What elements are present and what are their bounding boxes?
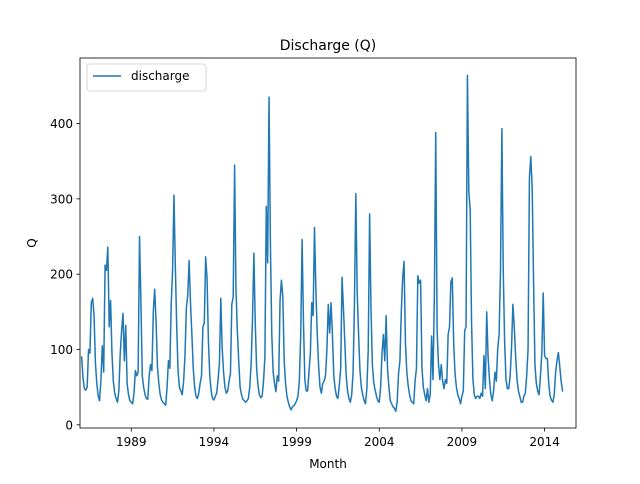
x-tick-label: 1994 bbox=[199, 435, 230, 449]
y-tick-label: 100 bbox=[50, 343, 73, 357]
chart-title: Discharge (Q) bbox=[280, 38, 377, 54]
x-axis: 1989 1994 1999 2004 2009 2014 bbox=[116, 428, 560, 449]
x-tick-label: 2004 bbox=[364, 435, 395, 449]
plot-area bbox=[80, 74, 564, 413]
axes-frame bbox=[79, 57, 577, 429]
y-tick-label: 400 bbox=[50, 117, 73, 131]
legend-entry-label: discharge bbox=[131, 69, 189, 83]
x-tick-label: 1999 bbox=[281, 435, 312, 449]
y-axis: 0 100 200 300 400 bbox=[50, 117, 80, 432]
legend: discharge bbox=[86, 63, 207, 92]
y-tick-label: 300 bbox=[50, 192, 73, 206]
legend-box bbox=[86, 63, 207, 92]
x-tick-label: 2009 bbox=[447, 435, 478, 449]
y-tick-label: 200 bbox=[50, 268, 73, 282]
discharge-series-line bbox=[80, 74, 564, 413]
x-tick-label: 1989 bbox=[116, 435, 147, 449]
y-axis-label: Q bbox=[25, 238, 39, 247]
x-axis-label: Month bbox=[309, 457, 347, 471]
x-tick-label: 2014 bbox=[529, 435, 560, 449]
y-tick-label: 0 bbox=[65, 418, 73, 432]
